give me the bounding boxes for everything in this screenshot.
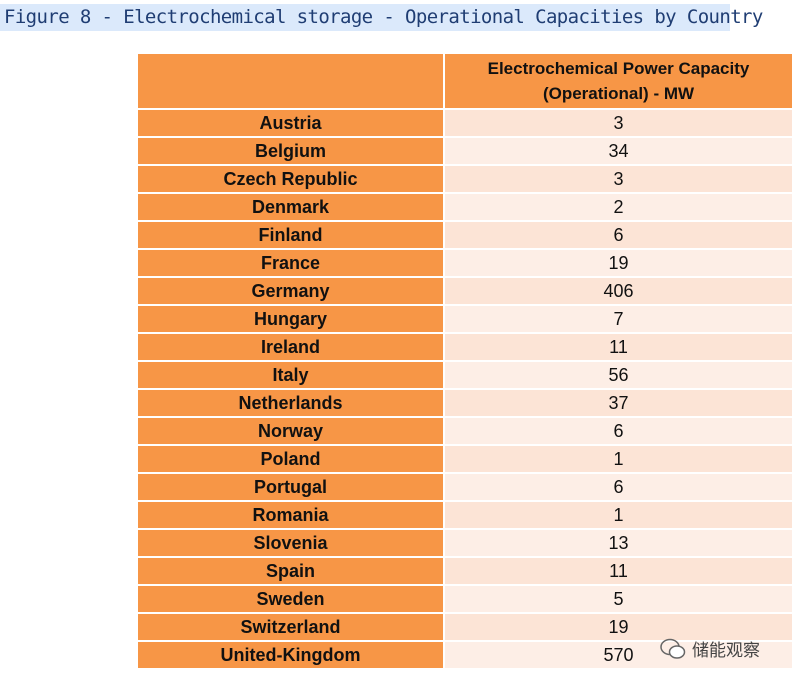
- table-row: Germany 406: [138, 278, 792, 306]
- value-cell: 6: [445, 474, 792, 502]
- country-cell: Czech Republic: [138, 166, 445, 194]
- value-cell: 6: [445, 222, 792, 250]
- country-cell: Slovenia: [138, 530, 445, 558]
- table-row: Belgium 34: [138, 138, 792, 166]
- country-cell: Romania: [138, 502, 445, 530]
- table-row: Czech Republic 3: [138, 166, 792, 194]
- country-cell: Sweden: [138, 586, 445, 614]
- table-body: Austria 3 Belgium 34 Czech Republic 3 Denmark 2…: [138, 110, 792, 670]
- country-cell: United-Kingdom: [138, 642, 445, 670]
- country-cell: Norway: [138, 418, 445, 446]
- table-row: Ireland 11: [138, 334, 792, 362]
- value-cell: 11: [445, 334, 792, 362]
- data-table: Electrochemical Power Capacity (Operatio…: [138, 54, 792, 670]
- table-row: Romania 1: [138, 502, 792, 530]
- table-row: Finland 6: [138, 222, 792, 250]
- country-cell: Poland: [138, 446, 445, 474]
- value-cell: 3: [445, 166, 792, 194]
- value-cell: 406: [445, 278, 792, 306]
- table-row: United-Kingdom 570: [138, 642, 792, 670]
- value-cell: 7: [445, 306, 792, 334]
- country-cell: Austria: [138, 110, 445, 138]
- country-cell: Hungary: [138, 306, 445, 334]
- header-cell: Electrochemical Power Capacity (Operatio…: [445, 54, 792, 110]
- country-cell: Finland: [138, 222, 445, 250]
- country-cell: Portugal: [138, 474, 445, 502]
- country-cell: Switzerland: [138, 614, 445, 642]
- value-cell: 34: [445, 138, 792, 166]
- table-row: Poland 1: [138, 446, 792, 474]
- wechat-icon: [660, 638, 686, 659]
- table-row: Austria 3: [138, 110, 792, 138]
- table-row: Spain 11: [138, 558, 792, 586]
- country-cell: Germany: [138, 278, 445, 306]
- watermark-text: 储能观察: [692, 641, 760, 661]
- country-cell: Italy: [138, 362, 445, 390]
- country-cell: Belgium: [138, 138, 445, 166]
- table-row: Switzerland 19: [138, 614, 792, 642]
- table-row: France 19: [138, 250, 792, 278]
- country-cell: Denmark: [138, 194, 445, 222]
- country-cell: Ireland: [138, 334, 445, 362]
- watermark: 储能观察: [660, 636, 760, 661]
- value-cell: 11: [445, 558, 792, 586]
- header-row: Electrochemical Power Capacity (Operatio…: [138, 54, 792, 110]
- value-cell: 570: [445, 642, 792, 670]
- value-cell: 56: [445, 362, 792, 390]
- country-cell: Spain: [138, 558, 445, 586]
- table-row: Netherlands 37: [138, 390, 792, 418]
- value-cell: 3: [445, 110, 792, 138]
- value-cell: 19: [445, 250, 792, 278]
- table-row: Norway 6: [138, 418, 792, 446]
- country-cell: Netherlands: [138, 390, 445, 418]
- value-cell: 13: [445, 530, 792, 558]
- table-row: Hungary 7: [138, 306, 792, 334]
- table-row: Slovenia 13: [138, 530, 792, 558]
- value-cell: 2: [445, 194, 792, 222]
- table-row: Portugal 6: [138, 474, 792, 502]
- value-cell: 5: [445, 586, 792, 614]
- header-cell: [138, 54, 445, 110]
- table-row: Denmark 2: [138, 194, 792, 222]
- value-cell: 1: [445, 502, 792, 530]
- value-cell: 1: [445, 446, 792, 474]
- value-cell: 6: [445, 418, 792, 446]
- value-cell: 19: [445, 614, 792, 642]
- country-cell: France: [138, 250, 445, 278]
- table-row: Sweden 5: [138, 586, 792, 614]
- table-row: Italy 56: [138, 362, 792, 390]
- value-cell: 37: [445, 390, 792, 418]
- caption: Figure 8 - Electrochemical storage - Ope…: [0, 4, 763, 31]
